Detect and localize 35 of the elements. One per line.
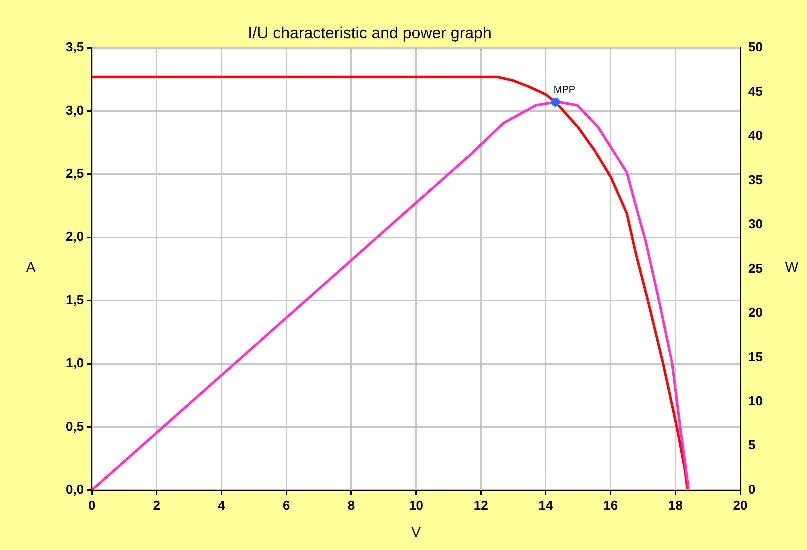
y-tick-label: 2,0 (66, 229, 84, 244)
x-tick-label: 20 (733, 498, 748, 513)
annotation: MPP (554, 85, 576, 96)
x-tick-label: 0 (88, 498, 96, 513)
y2-tick-label: 0 (748, 482, 756, 497)
x-axis-title: V (412, 524, 422, 540)
y2-tick-label: 5 (748, 438, 756, 453)
y-tick-label: 0,5 (66, 418, 84, 434)
x-tick-label: 14 (538, 498, 554, 513)
y-tick-label: 0,0 (66, 482, 84, 497)
y2-tick-label: 40 (748, 128, 764, 144)
y2-tick-label: 30 (748, 216, 764, 232)
y-tick-label: 3,0 (66, 102, 84, 118)
y2-tick-label: 25 (748, 260, 764, 276)
y2-tick-label: 50 (748, 40, 764, 55)
x-tick-label: 2 (153, 498, 161, 513)
chart-title: I/U characteristic and power graph (248, 25, 492, 42)
x-tick-label: 16 (604, 498, 618, 513)
x-tick-label: 8 (348, 498, 356, 513)
y2-tick-label: 35 (748, 172, 764, 188)
y2-tick-label: 10 (748, 394, 764, 408)
y-axis-title: A (26, 258, 36, 275)
x-tick-label: 10 (409, 498, 424, 513)
y2-tick-label: 15 (748, 349, 764, 364)
y2-tick-label: 20 (748, 305, 764, 320)
y-tick-label: 1,5 (66, 292, 84, 308)
y-tick-label: 1,0 (66, 356, 84, 371)
x-tick-label: 12 (474, 498, 488, 513)
y-tick-label: 2,5 (66, 166, 84, 181)
x-tick-label: 18 (668, 498, 683, 513)
y2-axis-title: W (785, 258, 800, 275)
x-tick-label: 6 (282, 498, 290, 513)
x-tick-label: 4 (218, 498, 226, 513)
y-tick-label: 3,5 (66, 40, 84, 55)
y2-tick-label: 45 (748, 84, 764, 99)
